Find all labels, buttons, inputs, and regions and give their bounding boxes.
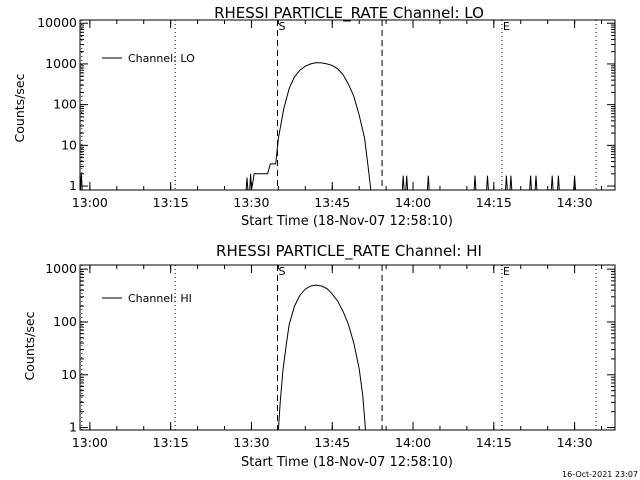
hi-x-tick-label: 14:30 [557,435,593,450]
lo-y-tick-label: 1000 [45,56,77,71]
lo-y-tick-label: 100 [53,97,77,112]
hi-x-tick-label: 13:30 [233,435,269,450]
lo-x-tick-label: 14:30 [557,195,593,210]
lo-marker-label-e: E [503,20,510,33]
lo-marker-label-s: S [278,20,285,33]
lo-x-tick-label: 13:30 [233,195,269,210]
lo-x-tick-label: 14:00 [395,195,431,210]
hi-x-tick-label: 13:45 [314,435,350,450]
lo-chart-title: RHESSI PARTICLE_RATE Channel: LO [214,4,484,23]
lo-y-tick-label: 10000 [37,15,77,30]
lo-x-tick-label: 13:00 [72,195,108,210]
lo-series-line [79,62,576,191]
hi-x-tick-label: 13:00 [72,435,108,450]
hi-x-axis-label: Start Time (18-Nov-07 12:58:10) [241,455,453,470]
hi-chart-title: RHESSI PARTICLE_RATE Channel: HI [216,242,482,261]
lo-y-tick-label: 1 [69,178,77,193]
hi-series-line [277,284,366,431]
hi-y-tick-label: 1 [69,420,77,435]
lo-x-axis-label: Start Time (18-Nov-07 12:58:10) [241,214,453,229]
lo-y-axis-label: Counts/sec [12,73,27,142]
hi-x-tick-label: 13:15 [153,435,189,450]
hi-y-tick-label: 1000 [45,261,77,276]
hi-x-tick-label: 14:00 [395,435,431,450]
hi-channel-panel: RHESSI PARTICLE_RATE Channel: HI Start T… [22,242,616,470]
hi-marker-label-e: E [503,265,510,278]
hi-x-tick-label: 14:15 [476,435,512,450]
hi-y-tick-label: 100 [53,314,77,329]
lo-legend-label: Channel: LO [128,52,195,65]
lo-plot-frame [79,19,616,191]
hi-marker-label-s: S [278,265,285,278]
lo-x-tick-label: 13:15 [153,195,189,210]
generation-timestamp: 16-Oct-2021 23:07 [562,470,638,479]
hi-plot-frame [79,264,616,431]
lo-x-tick-label: 13:45 [314,195,350,210]
hi-y-tick-label: 10 [61,367,77,382]
lo-x-tick-label: 14:15 [476,195,512,210]
hi-y-axis-label: Counts/sec [22,311,37,380]
hi-legend-label: Channel: HI [128,292,192,305]
lo-y-tick-label: 10 [61,137,77,152]
lo-channel-panel: RHESSI PARTICLE_RATE Channel: LO Start T… [12,4,616,229]
